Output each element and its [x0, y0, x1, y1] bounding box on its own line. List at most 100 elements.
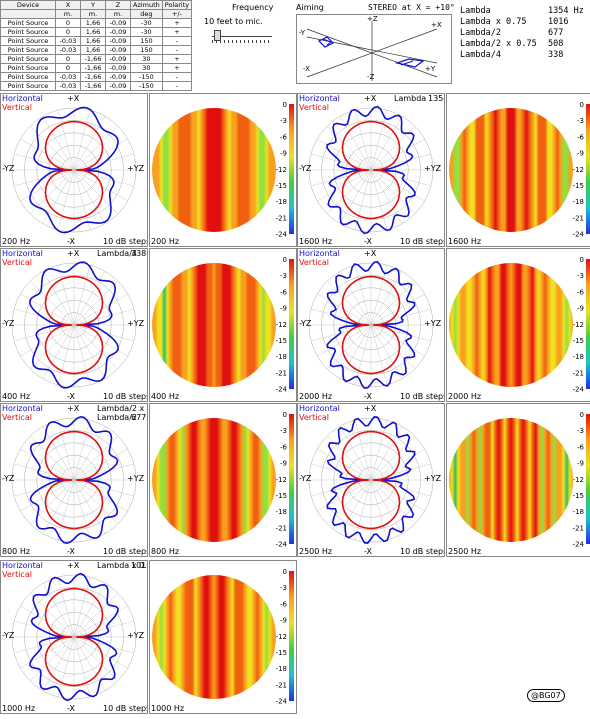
table-row[interactable]: Point Source 0 -1,66 -0,09 30 + [0, 54, 193, 64]
scale-tick: -15 [573, 337, 584, 345]
scale-tick: -24 [573, 231, 585, 239]
coverage-disc [449, 263, 573, 387]
coverage-map[interactable]: 0 -3 -6 -9 -12 -15 -18 -21 -24 400 Hz [149, 248, 297, 402]
polar-plot[interactable]: Horizontal Vertical +X -X -YZ +YZ 200 Hz 10 dB … [0, 93, 148, 247]
table-cell: -0,03 [55, 36, 81, 46]
scale-tick: -12 [276, 321, 287, 329]
scale-tick: -9 [280, 150, 287, 158]
table-cell: - [161, 81, 193, 91]
lambda-row: Lambda 1354 Hz [460, 6, 584, 17]
horizontal-curve [326, 416, 416, 544]
vertical-legend: Vertical [2, 413, 32, 422]
coverage-map[interactable]: 0 -3 -6 -9 -12 -15 -18 -21 -24 1000 Hz [149, 560, 297, 714]
freq-label: 2500 Hz [299, 547, 333, 556]
table-row[interactable]: Point Source 0 -1,66 -0,09 30 + [0, 63, 193, 73]
scale-tick: -15 [573, 492, 584, 500]
table-cell: 0 [55, 54, 81, 64]
scale-tick: -3 [280, 117, 287, 125]
lambda-note: Lambda/4 [97, 249, 137, 258]
lambda-label: Lambda/2 [460, 28, 501, 38]
table-cell: Point Source [0, 18, 56, 28]
scale-tick: -9 [280, 460, 287, 468]
slider-thumb[interactable] [214, 30, 221, 41]
axis-top-label: +X [67, 94, 80, 103]
coverage-svg: 0 -3 -6 -9 -12 -15 -18 -21 -24 [449, 411, 590, 549]
lambda-value: 338 [548, 50, 564, 60]
polar-svg [11, 261, 137, 389]
lambda-note-value: 1016 [131, 561, 147, 570]
lambda-value: 1016 [548, 17, 569, 27]
table-row[interactable]: Point Source -0,03 1,66 -0,09 150- [0, 45, 193, 55]
coverage-svg: 0 -3 -6 -9 -12 -15 -18 -21 -24 [152, 256, 294, 394]
scale-tick: -18 [276, 665, 287, 673]
scale-tick: 0 [580, 256, 584, 264]
aim-z-pos: +Z [367, 15, 378, 23]
scale-tick: -15 [573, 182, 584, 190]
steps-label: 10 dB steps [400, 547, 445, 556]
scale-tick: -6 [280, 133, 288, 141]
map-freq-label: 400 Hz [151, 392, 180, 401]
table-cell: -1,66 [80, 72, 106, 82]
source-table: Device X Y Z Azimuth Polarity m. m. m. d… [0, 0, 193, 91]
polar-plot[interactable]: Horizontal Vertical +X -X -YZ +YZ 2000 Hz 10 dB… [297, 248, 445, 402]
table-row[interactable]: Point Source -0,03 -1,66 -0,09 -150- [0, 81, 193, 91]
col-device: Device [0, 0, 56, 10]
lambda-note-2: Lambda/2 [97, 413, 137, 422]
horizontal-legend: Horizontal [2, 94, 43, 103]
scale-tick: -21 [276, 681, 287, 689]
lambda-note: Lambda/2 x 0.75 508 [97, 404, 147, 413]
axis-left-label: -YZ [2, 631, 15, 640]
table-row[interactable]: Point Source 0 1,66 -0,09 -30 + [0, 18, 193, 28]
polar-plot[interactable]: Horizontal Vertical +X -X -YZ +YZ 1000 Hz 10 dB… [0, 560, 148, 714]
table-cell: 0 [55, 18, 81, 28]
aiming-view[interactable]: -Y +Y -X +X +Z -Z [296, 14, 452, 84]
axis-top-label: +X [67, 249, 80, 258]
table-row[interactable]: Point Source -0,03 1,66 -0,09 150- [0, 36, 193, 46]
credit-badge: @BG07 [527, 689, 565, 702]
polar-plot[interactable]: Horizontal Vertical +X -X -YZ +YZ 1600 Hz 10 dB… [297, 93, 445, 247]
scale-tick: -24 [573, 541, 585, 549]
coverage-map[interactable]: 0 -3 -6 -9 -12 -15 -18 -21 -24 200 Hz [149, 93, 297, 247]
scale-tick: -15 [276, 649, 287, 657]
scale-tick: -24 [276, 541, 288, 549]
vertical-curve [44, 120, 104, 220]
polar-plot[interactable]: Horizontal Vertical +X -X -YZ +YZ 400 Hz 10 dB … [0, 248, 148, 402]
lambda-label: Lambda/2 x 0.75 [460, 39, 537, 49]
vertical-curve [341, 120, 401, 220]
scale-tick: -15 [276, 182, 287, 190]
scale-tick: -3 [577, 117, 584, 125]
coverage-disc [152, 108, 276, 232]
table-cell: -150 [130, 81, 163, 91]
coverage-map[interactable]: 0 -3 -6 -9 -12 -15 -18 -21 -24 1600 Hz [446, 93, 590, 247]
table-units-row: m. m. m. deg +/- [0, 9, 193, 19]
scale-tick: -12 [276, 633, 287, 641]
lambda-value: 1354 Hz [548, 6, 584, 16]
table-cell: -1,66 [80, 63, 106, 73]
table-cell: - [161, 72, 193, 82]
steps-label: 10 dB steps [400, 392, 445, 401]
distance-slider[interactable] [212, 28, 274, 44]
polar-plot[interactable]: Horizontal Vertical +X -X -YZ +YZ 2500 Hz 10 dB… [297, 403, 445, 557]
aiming-label: Aiming [296, 3, 324, 12]
vertical-legend: Vertical [2, 103, 32, 112]
polar-svg [11, 415, 137, 545]
coverage-map[interactable]: 0 -3 -6 -9 -12 -15 -18 -21 -24 800 Hz [149, 403, 297, 557]
polar-plot[interactable]: Horizontal Vertical +X -X -YZ +YZ 800 Hz 10 dB … [0, 403, 148, 557]
table-cell: + [161, 27, 193, 37]
table-cell: Point Source [0, 45, 56, 55]
table-cell: 1,66 [80, 45, 106, 55]
axis-bottom-label: -X [364, 237, 372, 246]
scale-tick: -18 [276, 198, 287, 206]
table-row[interactable]: Point Source -0,03 -1,66 -0,09 -150- [0, 72, 193, 82]
vertical-legend: Vertical [299, 258, 329, 267]
unit-cell: m. [55, 9, 81, 19]
coverage-disc [152, 418, 276, 542]
table-row[interactable]: Point Source 0 1,66 -0,09 -30 + [0, 27, 193, 37]
coverage-map[interactable]: 0 -3 -6 -9 -12 -15 -18 -21 -24 2000 Hz [446, 248, 590, 402]
table-cell: -0,09 [105, 63, 131, 73]
freq-label: 2000 Hz [299, 392, 333, 401]
coverage-map[interactable]: 0 -3 -6 -9 -12 -15 -18 -21 -24 2500 Hz [446, 403, 590, 557]
axis-top-label: +X [364, 249, 377, 258]
axis-top-label: +X [364, 94, 377, 103]
scale-tick: 0 [283, 256, 287, 264]
